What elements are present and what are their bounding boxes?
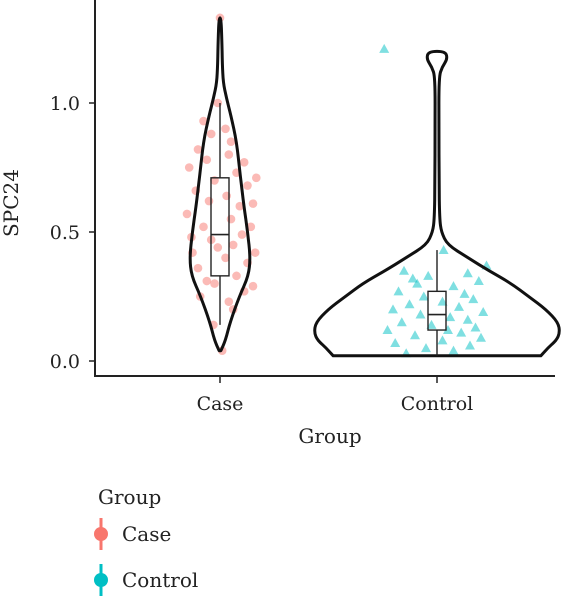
data-point — [251, 173, 261, 183]
data-point — [224, 150, 234, 159]
data-point — [445, 312, 456, 322]
data-point — [243, 181, 252, 190]
data-point — [232, 271, 241, 281]
data-point — [184, 163, 194, 172]
data-point — [221, 253, 230, 263]
violin-group-case — [182, 13, 261, 355]
data-point — [437, 296, 448, 306]
data-point — [210, 279, 219, 288]
data-point — [235, 201, 245, 211]
data-point — [437, 335, 448, 345]
data-point — [438, 245, 449, 255]
data-point — [473, 276, 484, 286]
x-tick-label: Control — [401, 393, 473, 415]
data-point — [248, 199, 258, 208]
data-point — [448, 281, 459, 291]
legend: Group Case Control — [94, 485, 198, 596]
data-point — [204, 196, 214, 206]
legend-entry-control: Control — [94, 564, 198, 596]
data-point — [426, 319, 437, 329]
legend-key-dot — [94, 527, 108, 541]
violin-outline — [188, 16, 252, 353]
data-point — [202, 276, 212, 286]
data-point — [193, 263, 203, 273]
y-tick-label: 0.5 — [50, 222, 80, 244]
data-point — [182, 209, 192, 219]
data-point — [448, 345, 459, 355]
data-point — [465, 340, 475, 350]
data-point — [423, 270, 434, 280]
data-point — [462, 314, 473, 324]
axes: 0.0 0.5 1.0 Case Control — [50, 0, 555, 415]
data-point — [228, 240, 238, 250]
legend-key-dot — [94, 573, 108, 587]
data-point — [393, 286, 404, 296]
data-point — [459, 288, 470, 298]
data-point — [246, 222, 256, 232]
data-point — [412, 278, 423, 288]
data-point — [221, 124, 230, 134]
x-axis-title: Group — [298, 424, 361, 448]
data-point — [418, 291, 429, 301]
data-point — [468, 294, 479, 304]
data-point — [399, 265, 409, 275]
data-point — [410, 330, 420, 340]
data-point — [443, 325, 453, 335]
data-point — [454, 301, 464, 311]
violin-outline — [313, 49, 561, 358]
data-point — [379, 43, 390, 53]
data-point — [390, 337, 401, 347]
legend-entry-case: Case — [94, 518, 171, 550]
data-point — [407, 273, 418, 283]
y-axis-title: SPC24 — [0, 169, 23, 237]
data-point — [248, 281, 258, 291]
data-point — [226, 137, 236, 146]
data-point — [206, 129, 216, 139]
plot-area — [182, 13, 561, 358]
data-point — [213, 243, 223, 252]
data-point — [239, 158, 249, 167]
data-point — [199, 222, 208, 232]
data-point — [415, 309, 426, 319]
legend-label: Control — [122, 568, 198, 592]
data-point — [202, 155, 212, 165]
data-point — [193, 145, 203, 154]
legend-title: Group — [98, 485, 161, 509]
data-point — [226, 214, 236, 224]
data-point — [396, 317, 407, 327]
data-point — [237, 230, 247, 239]
box-body — [427, 290, 447, 331]
legend-label: Case — [122, 522, 171, 546]
data-point — [224, 297, 234, 306]
x-tick-label: Case — [197, 393, 244, 415]
violin-group-control — [313, 43, 561, 358]
y-tick-label: 1.0 — [50, 93, 80, 115]
data-point — [404, 299, 415, 309]
box-body — [210, 177, 230, 277]
data-point — [388, 304, 398, 314]
data-point — [421, 343, 431, 353]
data-point — [250, 248, 260, 257]
data-point — [462, 268, 473, 278]
data-point — [213, 98, 223, 108]
data-point — [478, 306, 489, 316]
y-tick-label: 0.0 — [50, 351, 80, 373]
data-point — [470, 322, 481, 332]
data-point — [382, 325, 393, 335]
data-point — [456, 327, 467, 337]
data-point — [199, 116, 208, 126]
data-point — [476, 332, 486, 342]
